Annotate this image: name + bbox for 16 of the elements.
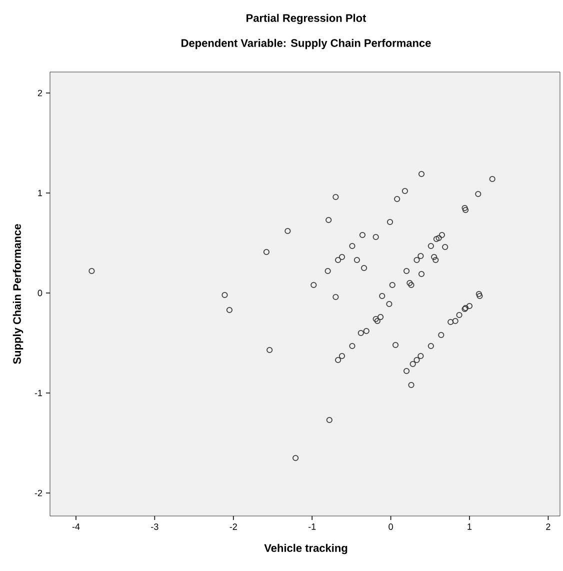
x-tick-label: -3 xyxy=(151,524,158,530)
x-tick-label: -2 xyxy=(230,524,237,530)
y-axis-title: Supply Chain Performance xyxy=(12,224,24,364)
y-tick-label: -2 xyxy=(34,490,42,496)
y-tick-label: 2 xyxy=(38,90,42,96)
chart-subtitle: Dependent Variable: Supply Chain Performance xyxy=(182,38,431,50)
x-tick-label: 1 xyxy=(468,524,472,530)
y-tick-label: 0 xyxy=(38,290,42,296)
x-tick-label: -4 xyxy=(72,524,80,530)
x-tick-label: -1 xyxy=(308,524,316,530)
y-tick-label: -1 xyxy=(34,390,42,396)
x-axis-title: Vehicle tracking xyxy=(264,544,348,554)
x-tick-label: 2 xyxy=(546,524,550,530)
y-tick-label: 1 xyxy=(38,190,42,196)
chart-title: Partial Regression Plot xyxy=(246,14,366,24)
x-tick-label: 0 xyxy=(388,524,393,530)
